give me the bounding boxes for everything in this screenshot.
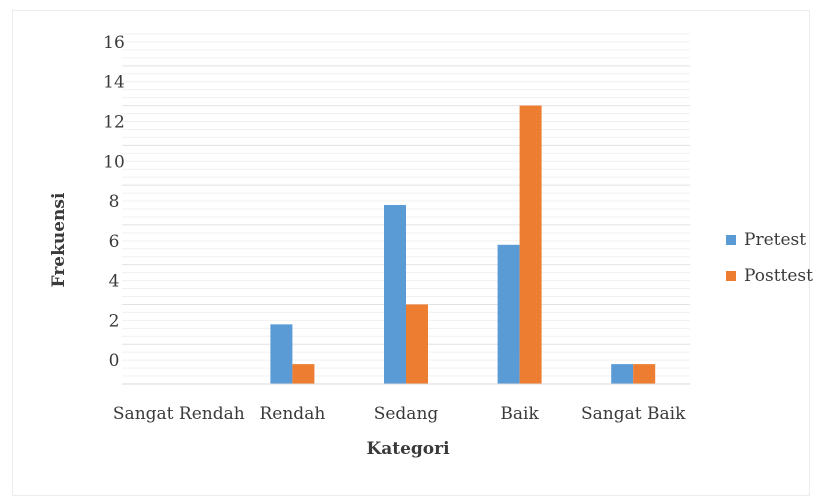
legend-swatch-pretest (726, 235, 736, 245)
y-tick-label: 14 (103, 73, 125, 93)
x-tick-label: Rendah (260, 404, 326, 424)
y-tick-label: 2 (109, 311, 120, 331)
y-axis-ticks: 16 14 12 10 8 6 4 2 0 (103, 33, 125, 371)
x-tick-label: Sangat Baik (581, 404, 686, 424)
y-axis-label: Frekuensi (49, 192, 69, 287)
x-axis-label: Kategori (366, 439, 450, 459)
chart-border (12, 10, 810, 496)
y-tick-label: 16 (103, 33, 125, 53)
y-tick-label: 6 (109, 232, 120, 252)
bar-pretest-sangat-baik (611, 364, 634, 384)
y-tick-label: 8 (109, 192, 120, 212)
x-tick-label: Baik (500, 404, 539, 424)
x-tick-label: Sangat Rendah (113, 404, 245, 424)
bar-pretest-sedang (384, 205, 406, 384)
y-tick-label: 12 (103, 113, 125, 133)
bar-posttest-sangat-baik (633, 364, 656, 384)
bar-posttest-rendah (292, 364, 315, 384)
legend: Pretest Posttest (726, 230, 813, 286)
y-tick-label: 0 (109, 351, 120, 371)
bar-posttest-baik (519, 105, 542, 384)
x-tick-label: Sedang (374, 404, 439, 424)
legend-swatch-posttest (726, 271, 736, 281)
bar-posttest-sedang (406, 304, 428, 384)
bar-pretest-rendah (270, 324, 293, 384)
bars (270, 105, 656, 384)
legend-label-pretest: Pretest (744, 230, 806, 250)
y-tick-label: 4 (109, 272, 120, 292)
x-axis-ticks: Sangat Rendah Rendah Sedang Baik Sangat Baik (113, 404, 686, 424)
bar-pretest-baik (497, 244, 520, 384)
legend-label-posttest: Posttest (744, 266, 813, 286)
y-tick-label: 10 (103, 152, 125, 172)
